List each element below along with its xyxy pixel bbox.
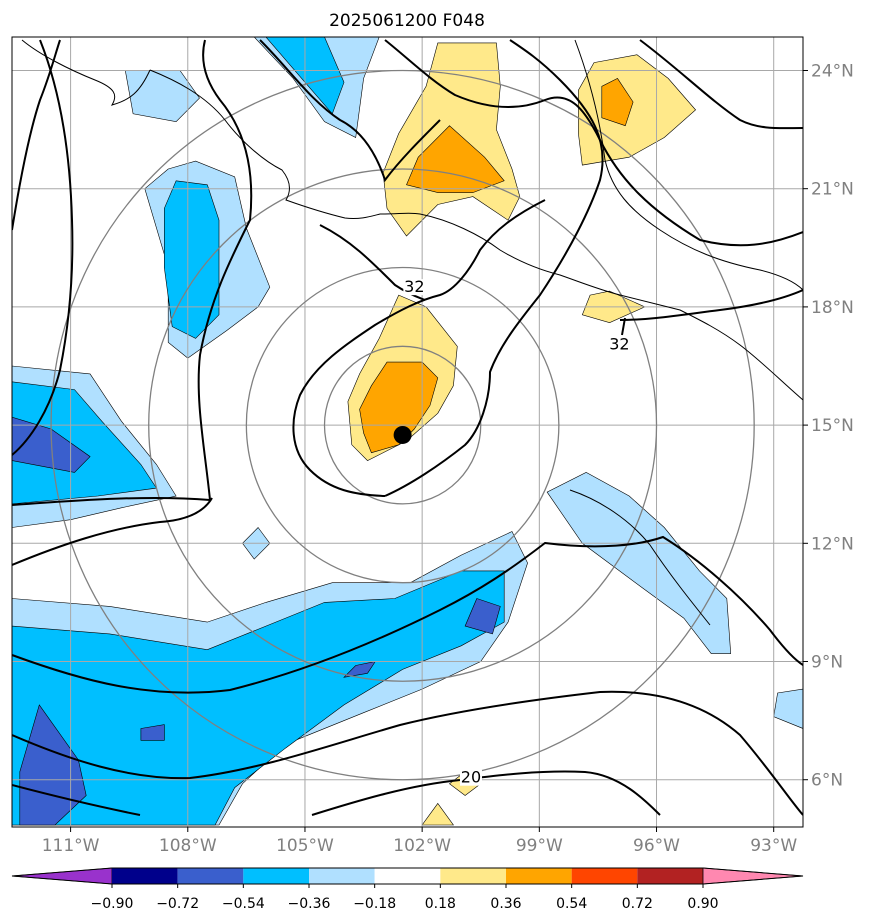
coastline-gulf xyxy=(574,39,803,291)
filled-region-8 xyxy=(421,802,454,826)
plot-area: 32 32 20 xyxy=(12,37,803,827)
colorbar-swatch xyxy=(506,868,572,884)
contour-line xyxy=(621,317,626,336)
contour-line xyxy=(384,39,604,497)
contour-line xyxy=(12,690,803,816)
filled-region-3 xyxy=(406,125,505,193)
colorbar: −0.90 −0.72 −0.54 −0.36 −0.18 0.18 0.36 0.54 0.7… xyxy=(11,867,804,912)
range-ring-3 xyxy=(50,69,755,781)
contour-label-0: 32 xyxy=(404,277,424,296)
contour-line xyxy=(639,39,803,130)
contour-lines xyxy=(12,39,803,816)
coastline-east xyxy=(379,212,803,401)
colorbar-extend-low xyxy=(11,867,113,885)
contour-label-1: 32 xyxy=(609,334,629,353)
range-ring-2 xyxy=(148,168,658,682)
x-axis-ticks: 111°W 108°W 105°W 102°W 99°W 96°W 93°W xyxy=(42,827,797,856)
y-tick-label: 24°N xyxy=(811,61,854,81)
colorbar-swatch xyxy=(440,868,506,884)
contour-label-bg xyxy=(608,336,631,353)
filled-region-12 xyxy=(140,724,165,741)
contour-label-bg xyxy=(403,279,426,296)
filled-region-1 xyxy=(359,361,439,454)
filled-region-24 xyxy=(546,472,732,654)
colorbar-swatch xyxy=(177,868,244,884)
x-tick-label: 102°W xyxy=(393,836,451,856)
colorbar-swatch xyxy=(309,868,375,884)
storm-center xyxy=(393,425,412,444)
y-tick-label: 18°N xyxy=(811,298,854,318)
plot-frame xyxy=(11,36,804,828)
x-tick-label: 108°W xyxy=(159,836,217,856)
y-axis-ticks: 6°N 9°N 12°N 15°N 18°N 21°N 24°N xyxy=(803,61,854,791)
contour-line xyxy=(319,224,426,301)
contour-label-2: 20 xyxy=(461,768,481,787)
x-tick-label: 105°W xyxy=(276,836,334,856)
contour-line xyxy=(12,535,803,694)
filled-region-14 xyxy=(464,598,501,635)
range-ring-1 xyxy=(245,266,560,584)
coastline xyxy=(21,39,803,626)
contour-line xyxy=(384,39,803,247)
colorbar-swatch xyxy=(112,868,178,884)
colorbar-label: −0.90 xyxy=(91,896,134,912)
range-ring-0 xyxy=(323,345,482,505)
filled-region-16 xyxy=(12,381,158,505)
contour-line xyxy=(12,497,213,566)
colorbar-label: −0.36 xyxy=(288,896,331,912)
y-tick-label: 9°N xyxy=(811,653,843,673)
colorbar-label: 0.54 xyxy=(556,896,587,912)
contour-line xyxy=(12,39,61,231)
contour-line xyxy=(12,39,253,506)
colorbar-label: 0.90 xyxy=(687,896,718,912)
colorbar-label: 0.18 xyxy=(425,896,456,912)
storm-center-dot xyxy=(393,425,412,444)
contour-line xyxy=(619,289,803,321)
x-tick-label: 111°W xyxy=(42,836,100,856)
y-tick-label: 21°N xyxy=(811,180,854,200)
x-tick-label: 93°W xyxy=(750,836,797,856)
coastline-central-america xyxy=(569,489,711,626)
contour-line xyxy=(12,39,74,456)
y-tick-label: 15°N xyxy=(811,416,854,436)
gridlines xyxy=(12,37,803,827)
colorbar-label: −0.18 xyxy=(353,896,396,912)
colorbar-extend-high xyxy=(702,867,804,885)
y-tick-label: 6°N xyxy=(811,771,843,791)
colorbar-swatch xyxy=(571,868,638,884)
colorbar-swatch xyxy=(374,868,441,884)
range-rings xyxy=(50,69,755,781)
x-tick-label: 99°W xyxy=(516,836,563,856)
x-tick-label: 96°W xyxy=(633,836,680,856)
filled-region-10 xyxy=(12,570,505,826)
colorbar-swatch xyxy=(243,868,309,884)
coastline-west xyxy=(21,39,381,219)
contour-labels: 32 32 20 xyxy=(403,277,631,787)
contour-label-bg xyxy=(459,769,482,786)
y-tick-label: 12°N xyxy=(811,534,854,554)
contour-line xyxy=(12,784,141,816)
colorbar-label: 0.72 xyxy=(622,896,653,912)
filled-region-5 xyxy=(601,78,634,127)
colorbar-label: −0.72 xyxy=(156,896,199,912)
colorbar-label: 0.36 xyxy=(490,896,521,912)
chart-title: 2025061200 F048 xyxy=(329,11,485,31)
contour-line xyxy=(311,770,661,816)
contour-line xyxy=(292,199,546,497)
filled-region-19 xyxy=(164,180,220,339)
contour-line xyxy=(259,39,441,183)
colorbar-label: −0.54 xyxy=(222,896,265,912)
filled-region-13 xyxy=(343,661,376,678)
colorbar-swatch xyxy=(637,868,703,884)
